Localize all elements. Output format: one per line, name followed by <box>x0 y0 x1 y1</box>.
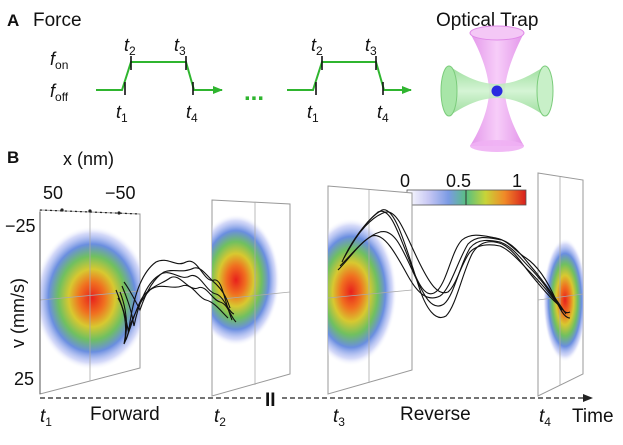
horizontal-beam-left-cap <box>440 65 458 117</box>
force-title: Force <box>33 10 82 31</box>
trapped-bead <box>491 85 503 97</box>
time-axis-break: II <box>265 390 276 411</box>
forward-label: Forward <box>90 404 160 425</box>
time-mark-t4: t4 <box>539 406 551 429</box>
reverse-label: Reverse <box>400 404 471 425</box>
panel-a-letter: A <box>7 11 19 30</box>
colorbar-tick-0: 0 <box>400 171 410 191</box>
colorbar-tick-1: 1 <box>512 171 522 191</box>
pulse-2-t2-label: t2 <box>311 35 323 58</box>
force-pulse-1 <box>96 61 223 94</box>
distribution-slice-t2 <box>211 199 291 397</box>
time-mark-t3: t3 <box>333 406 345 429</box>
pulse-2-t1-label: t1 <box>307 102 319 125</box>
panel-a: A Force fon foff t2 t3 t1 t4 ... t2 t3 t… <box>7 10 554 152</box>
v-tick-minus-25: −25 <box>5 216 36 236</box>
vertical-beam-bottom-cap <box>470 140 524 152</box>
reverse-trajectories <box>337 209 571 319</box>
distribution-slice-t3 <box>327 185 413 395</box>
pulse-1-t4-label: t4 <box>186 102 198 125</box>
optical-trap-illustration <box>440 25 554 152</box>
colorbar-tick-0-5: 0.5 <box>446 171 471 191</box>
x-axis-label: x (nm) <box>63 149 114 169</box>
x-tick-50: 50 <box>43 183 63 203</box>
f-on-label: fon <box>50 49 68 72</box>
panel-b: B x (nm) 50 −50 −25 25 v (mm/s) 0 0.5 1 … <box>5 148 614 429</box>
colorbar: 0 0.5 1 <box>400 171 527 206</box>
v-tick-25: 25 <box>14 369 34 389</box>
vertical-beam-top-cap <box>469 25 525 41</box>
pulse-ellipsis: ... <box>244 79 264 106</box>
f-off-label: foff <box>50 81 69 104</box>
distribution-slice-t1 <box>39 208 141 395</box>
x-tick-minus-50: −50 <box>105 183 136 203</box>
time-axis-label: Time <box>572 406 614 427</box>
distribution-slice-t4 <box>537 172 584 397</box>
pulse-1-t1-label: t1 <box>116 102 128 125</box>
forward-trajectories <box>115 259 237 345</box>
pulse-2-t3-label: t3 <box>365 35 377 58</box>
horizontal-beam-right-cap <box>536 65 554 117</box>
v-axis-label: v (mm/s) <box>8 278 28 348</box>
pulse-1-t2-label: t2 <box>124 35 136 58</box>
panel-b-letter: B <box>7 148 19 167</box>
time-mark-t1: t1 <box>40 406 52 429</box>
pulse-2-t4-label: t4 <box>377 102 389 125</box>
time-mark-t2: t2 <box>214 406 226 429</box>
pulse-1-t3-label: t3 <box>174 35 186 58</box>
optical-trap-title: Optical Trap <box>436 10 538 31</box>
force-pulse-2 <box>287 61 412 94</box>
